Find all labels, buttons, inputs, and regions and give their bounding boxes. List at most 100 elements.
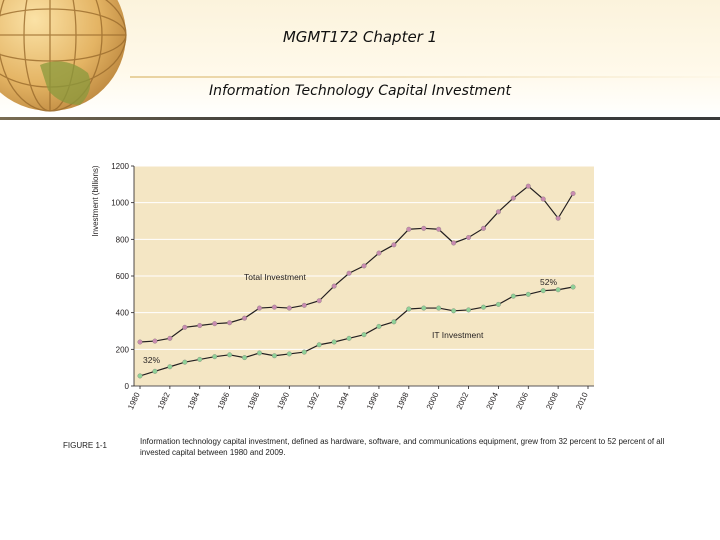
point-total-investment-1992 [316, 298, 322, 304]
y-tick-label-800: 800 [116, 235, 130, 244]
point-it-investment-1981 [152, 368, 158, 374]
x-tick-label-1984: 1984 [186, 391, 202, 411]
point-total-investment-1994 [346, 270, 352, 276]
point-total-investment-1987 [242, 315, 247, 321]
point-total-investment-2005 [510, 195, 516, 201]
x-tick-label-1988: 1988 [246, 391, 262, 411]
x-tick-label-1982: 1982 [156, 391, 172, 411]
x-tick-label-1998: 1998 [395, 391, 411, 411]
point-total-investment-1990 [286, 305, 292, 311]
x-tick-label-1990: 1990 [275, 391, 291, 411]
y-tick-label-0: 0 [125, 382, 130, 391]
point-it-investment-1997 [391, 319, 397, 325]
point-total-investment-1988 [257, 305, 262, 311]
point-total-investment-1989 [271, 304, 277, 310]
point-it-investment-2001 [451, 308, 457, 314]
figure-label: FIGURE 1-1 [63, 441, 108, 450]
point-total-investment-2003 [481, 225, 486, 231]
point-total-investment-1999 [421, 225, 427, 231]
annotation-32: 32% [143, 355, 160, 365]
y-tick-label-1000: 1000 [111, 199, 129, 208]
point-it-investment-2003 [481, 304, 486, 310]
globe-icon [0, 0, 127, 112]
point-it-investment-1984 [197, 356, 203, 362]
point-it-investment-1995 [361, 332, 367, 338]
point-it-investment-1982 [167, 364, 173, 370]
point-it-investment-1991 [301, 349, 307, 355]
point-it-investment-1988 [257, 350, 262, 356]
x-tick-label-2010: 2010 [574, 391, 590, 411]
point-total-investment-2007 [540, 196, 546, 202]
x-tick-label-1980: 1980 [126, 391, 142, 411]
point-it-investment-1993 [331, 339, 337, 345]
x-tick-label-2006: 2006 [514, 391, 530, 411]
y-tick-label-1200: 1200 [111, 162, 129, 171]
x-tick-label-1992: 1992 [305, 391, 321, 411]
point-total-investment-1983 [182, 324, 188, 330]
line-total-investment [139, 185, 574, 343]
point-total-investment-2006 [525, 183, 531, 189]
point-it-investment-2002 [466, 307, 471, 313]
point-it-investment-2007 [540, 288, 546, 294]
x-tick-label-2000: 2000 [425, 391, 441, 411]
x-tick-label-1996: 1996 [365, 391, 381, 411]
point-total-investment-1991 [301, 302, 307, 308]
point-total-investment-1986 [227, 320, 233, 326]
point-total-investment-1995 [361, 263, 367, 269]
point-it-investment-1998 [406, 306, 412, 312]
point-it-investment-1999 [421, 305, 427, 311]
slide-subtitle: Information Technology Capital Investmen… [208, 83, 512, 99]
annotation-total: Total Investment [244, 272, 307, 282]
accent-line [130, 76, 720, 78]
annotation-it: IT Investment [432, 330, 484, 340]
point-it-investment-1983 [182, 359, 188, 365]
point-total-investment-2008 [555, 215, 561, 221]
point-total-investment-2002 [466, 235, 471, 240]
x-tick-label-2002: 2002 [455, 391, 471, 411]
point-it-investment-2004 [495, 301, 501, 307]
point-it-investment-1989 [271, 353, 277, 359]
point-total-investment-1985 [212, 321, 218, 327]
point-total-investment-1980 [137, 339, 143, 345]
header-divider [0, 117, 720, 120]
y-tick-label-600: 600 [116, 272, 130, 281]
point-total-investment-1997 [391, 242, 397, 248]
y-tick-label-400: 400 [116, 309, 130, 318]
x-tick-label-2004: 2004 [485, 391, 501, 411]
point-it-investment-1996 [376, 323, 382, 329]
y-tick-labels: 0 200 400 600 800 1000 1200 [111, 162, 134, 391]
line-it-investment [139, 286, 574, 377]
figure-caption: Information technology capital investmen… [140, 437, 665, 457]
point-total-investment-1998 [406, 226, 412, 232]
point-total-investment-1996 [376, 250, 382, 256]
point-total-investment-1993 [331, 283, 337, 289]
point-it-investment-2009 [570, 284, 576, 290]
point-it-investment-1986 [227, 352, 233, 358]
slide-title: MGMT172 Chapter 1 [282, 28, 438, 46]
point-it-investment-1990 [286, 351, 292, 357]
y-tick-label-200: 200 [116, 345, 130, 354]
point-total-investment-2004 [495, 209, 501, 215]
point-it-investment-1987 [242, 355, 247, 361]
point-total-investment-2009 [570, 191, 576, 196]
point-total-investment-2000 [436, 226, 442, 232]
x-tick-label-1994: 1994 [335, 391, 351, 411]
annotation-52: 52% [540, 277, 557, 287]
point-it-investment-2000 [436, 305, 442, 311]
point-it-investment-2005 [510, 293, 516, 299]
x-tick-label-1986: 1986 [216, 391, 232, 411]
point-it-investment-1980 [137, 373, 143, 379]
point-it-investment-2006 [525, 291, 531, 297]
point-total-investment-1984 [197, 323, 203, 328]
y-axis-label: Investment (billions) [91, 165, 100, 236]
point-it-investment-1992 [316, 342, 322, 348]
x-tick-label-2008: 2008 [544, 391, 560, 411]
series-layer [137, 183, 576, 379]
point-it-investment-1994 [346, 335, 352, 341]
point-total-investment-1981 [152, 338, 158, 344]
x-tick-labels: 1980 1982 1984 1986 1988 1990 1992 1994 1996 1998… [126, 386, 590, 411]
point-total-investment-2001 [451, 240, 457, 246]
point-total-investment-1982 [167, 335, 173, 341]
slide-header: MGMT172 Chapter 1 Information Technology… [0, 0, 720, 118]
